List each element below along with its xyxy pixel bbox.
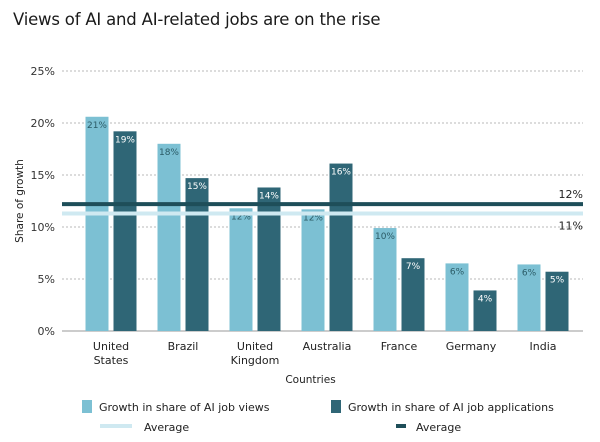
bar-views [85, 116, 109, 331]
bar-views [373, 228, 397, 331]
data-label: 12% [231, 212, 251, 222]
x-tick-label: India [530, 340, 557, 353]
bar-applications [545, 271, 569, 331]
legend-swatch-average-applications [396, 424, 406, 428]
data-label: 6% [450, 267, 465, 277]
x-tick-label: United [93, 340, 129, 353]
y-tick-label: 15% [31, 169, 55, 182]
legend-label-average-views: Average [144, 421, 189, 434]
data-label: 14% [259, 191, 279, 201]
x-tick-label: United [237, 340, 273, 353]
bar-views [445, 263, 469, 331]
x-tick-label: Brazil [168, 340, 199, 353]
data-label: 21% [87, 121, 107, 131]
data-label: 15% [187, 182, 207, 192]
data-label: 4% [478, 294, 493, 304]
legend-swatch-applications [331, 400, 341, 413]
legend-label-views: Growth in share of AI job views [99, 401, 270, 414]
bar-views [157, 143, 181, 331]
legend-label-average-applications: Average [416, 421, 461, 434]
y-tick-label: 10% [31, 221, 55, 234]
x-axis-title: Countries [285, 374, 335, 386]
data-label: 16% [331, 168, 351, 178]
bar-applications [329, 163, 353, 331]
legend-swatch-views [82, 400, 92, 413]
bar-applications [401, 258, 425, 331]
bar-views [301, 209, 325, 331]
bar-views [229, 208, 253, 331]
bar-views [517, 264, 541, 331]
data-label: 10% [375, 232, 395, 242]
bar-applications [257, 187, 281, 331]
x-tick-label: States [94, 354, 129, 367]
legend-label-applications: Growth in share of AI job applications [348, 401, 554, 414]
bar-applications [473, 290, 497, 331]
bar-applications [113, 131, 137, 331]
x-tick-label: Australia [303, 340, 352, 353]
data-label: 12% [303, 213, 323, 223]
average-label: 12% [559, 188, 583, 201]
data-label: 19% [115, 135, 135, 145]
x-tick-label: Kingdom [231, 354, 280, 367]
data-label: 18% [159, 148, 179, 158]
chart-title: Views of AI and AI-related jobs are on t… [13, 10, 381, 29]
y-tick-label: 25% [31, 65, 55, 78]
x-tick-label: Germany [446, 340, 497, 353]
data-label: 7% [406, 262, 421, 272]
x-tick-label: France [381, 340, 418, 353]
average-label: 11% [559, 219, 583, 232]
y-tick-label: 20% [31, 117, 55, 130]
y-tick-label: 5% [38, 273, 55, 286]
data-label: 6% [522, 268, 537, 278]
data-label: 5% [550, 276, 565, 286]
bar-applications [185, 178, 209, 331]
legend-swatch-average-views [100, 424, 132, 428]
y-tick-label: 0% [38, 325, 55, 338]
y-axis-title: Share of growth [14, 159, 26, 243]
